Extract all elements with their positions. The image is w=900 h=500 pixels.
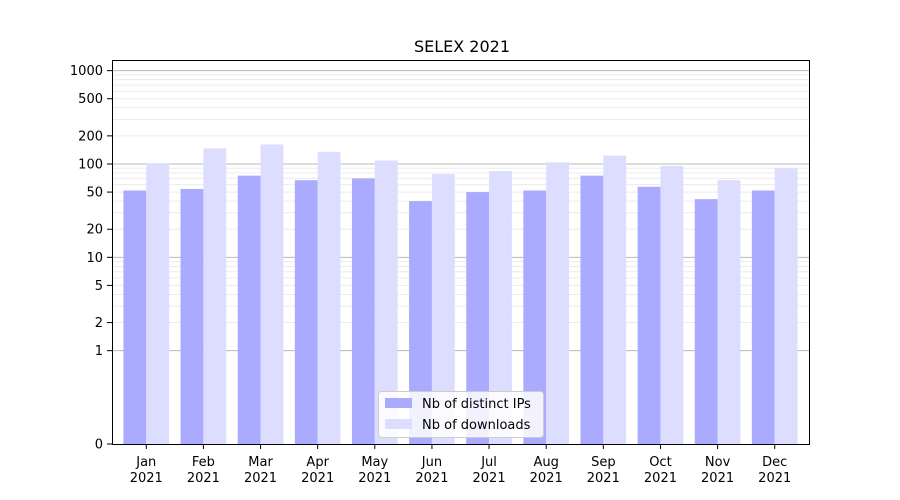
bar-downloads-jun bbox=[431, 174, 455, 444]
x-tick-label-month: Jun bbox=[421, 455, 442, 470]
legend-label-downloads: Nb of downloads bbox=[422, 418, 531, 433]
x-axis: Jan2021Feb2021Mar2021Apr2021May2021Jun20… bbox=[130, 444, 791, 486]
bar-downloads-nov bbox=[717, 180, 741, 445]
x-tick-label-year: 2021 bbox=[644, 471, 677, 486]
minor-gridlines bbox=[112, 74, 809, 324]
y-tick-label: 1 bbox=[95, 344, 103, 359]
x-tick-label-year: 2021 bbox=[187, 471, 220, 486]
bar-downloads-aug bbox=[546, 162, 570, 445]
x-tick-label-year: 2021 bbox=[301, 471, 334, 486]
bar-distinct-ips-sep bbox=[580, 175, 604, 444]
x-tick-label-month: Aug bbox=[534, 455, 559, 470]
bar-distinct-ips-oct bbox=[637, 186, 661, 444]
x-tick-label-month: Oct bbox=[649, 455, 671, 470]
y-tick-label: 200 bbox=[78, 129, 103, 144]
x-tick-label-month: Feb bbox=[192, 455, 215, 470]
x-tick-label-year: 2021 bbox=[587, 471, 620, 486]
bar-distinct-ips-mar bbox=[237, 175, 261, 444]
major-gridlines bbox=[112, 70, 809, 352]
x-tick-label-year: 2021 bbox=[701, 471, 734, 486]
bar-distinct-ips-may bbox=[351, 178, 375, 444]
bar-downloads-jan bbox=[146, 163, 170, 444]
bar-distinct-ips-apr bbox=[294, 180, 318, 445]
x-tick-label-year: 2021 bbox=[473, 471, 506, 486]
legend: Nb of distinct IPs Nb of downloads bbox=[378, 391, 544, 438]
x-tick-label-month: Jul bbox=[480, 455, 497, 470]
bar-downloads-dec bbox=[774, 168, 798, 445]
y-axis: 0 1 2 5 10 20 50 100 200 500 1000 bbox=[70, 64, 112, 453]
x-tick-label-year: 2021 bbox=[758, 471, 791, 486]
bar-downloads-oct bbox=[660, 166, 684, 444]
bar-distinct-ips-nov bbox=[694, 199, 718, 444]
bars-group bbox=[123, 144, 798, 445]
y-tick-label: 0 bbox=[95, 438, 103, 453]
x-tick-label-year: 2021 bbox=[530, 471, 563, 486]
bar-distinct-ips-aug bbox=[523, 190, 547, 444]
x-tick-label-month: Nov bbox=[705, 455, 731, 470]
x-tick-label-month: Apr bbox=[306, 455, 329, 470]
y-tick-label: 5 bbox=[95, 279, 103, 294]
bar-downloads-sep bbox=[603, 155, 627, 445]
legend-swatch-downloads bbox=[385, 419, 412, 429]
bar-distinct-ips-jun bbox=[409, 201, 432, 444]
x-tick-label-year: 2021 bbox=[244, 471, 277, 486]
bar-downloads-jul bbox=[489, 171, 512, 444]
plot-frame bbox=[112, 60, 810, 445]
y-tick-label: 20 bbox=[86, 223, 103, 238]
bar-distinct-ips-jul bbox=[466, 192, 490, 444]
legend-box bbox=[378, 391, 544, 438]
bar-downloads-may bbox=[374, 160, 398, 444]
legend-label-distinct-ips: Nb of distinct IPs bbox=[422, 397, 531, 412]
x-tick-label-year: 2021 bbox=[415, 471, 448, 486]
x-tick-label-month: Sep bbox=[591, 455, 616, 470]
x-tick-label-month: Dec bbox=[762, 455, 787, 470]
y-tick-label: 1000 bbox=[70, 64, 103, 79]
y-tick-label: 100 bbox=[78, 157, 103, 172]
y-tick-label: 50 bbox=[86, 186, 103, 201]
x-tick-label-month: Mar bbox=[248, 455, 273, 470]
bar-distinct-ips-dec bbox=[751, 190, 775, 444]
y-tick-label: 10 bbox=[86, 251, 103, 266]
x-tick-label-month: Jan bbox=[135, 455, 156, 470]
bar-distinct-ips-feb bbox=[180, 188, 204, 444]
y-tick-label: 500 bbox=[78, 92, 103, 107]
bar-downloads-apr bbox=[317, 151, 341, 444]
bar-downloads-feb bbox=[203, 148, 227, 444]
x-tick-label-year: 2021 bbox=[358, 471, 391, 486]
x-tick-label-year: 2021 bbox=[130, 471, 163, 486]
y-tick-label: 2 bbox=[95, 316, 103, 331]
x-tick-label-month: May bbox=[361, 455, 388, 470]
bar-distinct-ips-jan bbox=[123, 190, 147, 444]
legend-swatch-distinct-ips bbox=[385, 398, 412, 408]
bar-downloads-mar bbox=[260, 144, 284, 444]
chart-title: SELEX 2021 bbox=[414, 37, 510, 56]
